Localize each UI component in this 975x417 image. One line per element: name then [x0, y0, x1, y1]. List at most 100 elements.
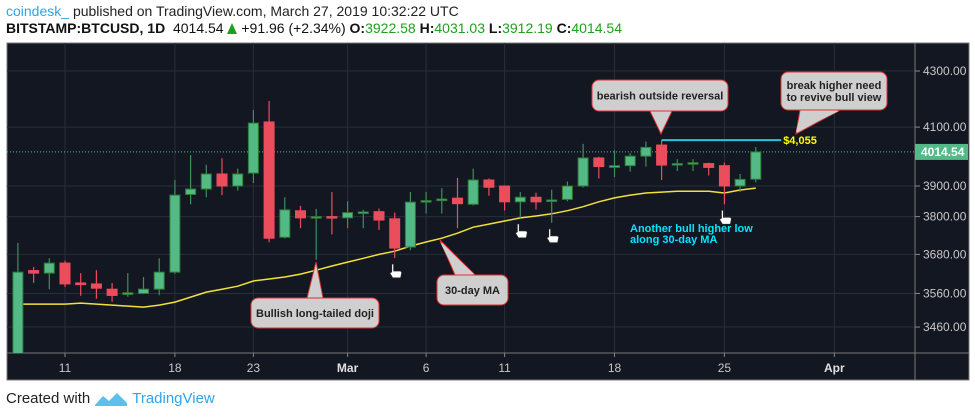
candle[interactable] — [404, 192, 416, 251]
candle[interactable] — [499, 185, 511, 211]
candle[interactable] — [718, 162, 730, 205]
y-tick-label: 3900.00 — [923, 179, 967, 193]
pointing-hand-icon — [718, 209, 732, 225]
candle[interactable] — [514, 192, 526, 218]
y-tick-label: 3560.00 — [923, 286, 967, 300]
candle[interactable] — [106, 282, 118, 302]
candle-body — [687, 162, 699, 165]
candle[interactable] — [247, 109, 259, 184]
candle[interactable] — [467, 168, 479, 206]
tradingview-link[interactable]: TradingView — [132, 390, 215, 407]
candle[interactable] — [59, 260, 71, 287]
x-tick-label: 18 — [168, 361, 182, 375]
candle-body — [122, 292, 134, 295]
candlestick-chart[interactable]: 4300.00 4100.00 3900.00 3800.00 3680.00 3560.… — [0, 0, 975, 390]
candle[interactable] — [263, 100, 275, 243]
candle-body — [499, 185, 511, 203]
candle-body — [546, 199, 558, 202]
close-label: C: — [556, 20, 572, 36]
open-label: O: — [349, 20, 366, 36]
candle[interactable] — [43, 258, 55, 290]
candle-body — [718, 165, 730, 187]
candle-body — [593, 157, 605, 168]
pointing-hand-icon — [546, 228, 560, 244]
candle[interactable] — [703, 162, 715, 176]
author-link[interactable]: coindesk_ — [6, 3, 70, 19]
pointing-hand-icon — [389, 263, 403, 279]
candle-body — [310, 216, 322, 219]
price-change: +91.96 (+2.34%) — [241, 20, 346, 36]
callout-text: Bullish long-tailed doji — [256, 308, 374, 320]
candle[interactable] — [593, 156, 605, 179]
candle[interactable] — [420, 192, 432, 214]
candle[interactable] — [232, 168, 244, 191]
candle-body — [106, 288, 118, 296]
candle[interactable] — [436, 188, 448, 214]
candle-body — [59, 262, 71, 285]
candle[interactable] — [279, 197, 291, 239]
candle[interactable] — [561, 181, 573, 202]
plot-area — [7, 100, 915, 356]
candle[interactable] — [216, 158, 228, 196]
candle-body — [609, 165, 620, 168]
candle[interactable] — [750, 147, 762, 183]
candle[interactable] — [687, 159, 699, 172]
low-value: 3912.19 — [502, 20, 553, 36]
candle-body — [750, 151, 762, 180]
candle[interactable] — [357, 209, 369, 229]
callout-box — [780, 71, 888, 111]
candle[interactable] — [153, 258, 165, 296]
candle[interactable] — [138, 277, 149, 295]
candle-body — [169, 194, 181, 273]
open-value: 3922.58 — [365, 20, 416, 36]
x-tick-label: Mar — [337, 361, 359, 375]
candle[interactable] — [389, 212, 401, 258]
last-price-badge-text: 4014.54 — [921, 145, 965, 159]
callout-text: bearish outside reversal — [597, 91, 724, 103]
callout-joint — [440, 242, 474, 274]
candle[interactable] — [12, 242, 24, 356]
candle[interactable] — [295, 205, 306, 229]
candle[interactable] — [342, 201, 354, 229]
candle[interactable] — [169, 179, 181, 274]
callout-text: 30-day MA — [445, 285, 500, 297]
candle[interactable] — [624, 153, 636, 172]
candle-body — [561, 185, 573, 200]
candle-body — [279, 209, 291, 238]
y-tick-label: 3680.00 — [923, 247, 967, 261]
candle[interactable] — [640, 141, 652, 167]
candle[interactable] — [609, 150, 620, 177]
candle[interactable] — [734, 173, 746, 193]
tradingview-logo-icon — [95, 392, 128, 406]
candle-body — [28, 270, 40, 274]
candle[interactable] — [656, 140, 668, 180]
x-tick-label: 18 — [608, 361, 622, 375]
candle-body — [326, 216, 338, 219]
callout-joint — [651, 112, 671, 132]
candle[interactable] — [185, 155, 197, 205]
candle[interactable] — [326, 192, 338, 235]
resistance-level-label: $4,055 — [783, 135, 817, 147]
candle[interactable] — [90, 270, 102, 299]
callout: Bullish long-tailed doji — [250, 261, 380, 329]
candle[interactable] — [671, 159, 683, 172]
candle[interactable] — [530, 192, 542, 210]
candle-body — [295, 210, 306, 219]
candle[interactable] — [28, 266, 40, 283]
candle[interactable] — [452, 177, 463, 229]
candle[interactable] — [483, 178, 495, 196]
callout-box — [250, 297, 380, 329]
candle[interactable] — [546, 189, 558, 223]
candle[interactable] — [310, 208, 322, 260]
candle[interactable] — [373, 208, 385, 231]
callout-box — [436, 274, 509, 306]
candle[interactable] — [75, 273, 87, 296]
candle[interactable] — [200, 164, 212, 198]
candle-body — [389, 218, 401, 249]
candle[interactable] — [122, 273, 134, 297]
candle[interactable] — [577, 143, 589, 188]
y-tick-label: 3460.00 — [923, 320, 967, 334]
publish-text: published on TradingView.com, March 27, … — [72, 3, 459, 19]
close-value: 4014.54 — [571, 20, 622, 36]
